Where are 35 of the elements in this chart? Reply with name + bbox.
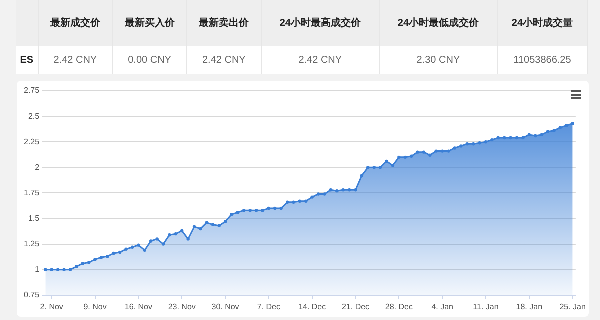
x-tick-label: 9. Nov [84,302,107,312]
category-label: ES [20,54,34,66]
y-tick-label: 2.75 [24,86,40,96]
y-tick-label: 0.75 [24,290,40,300]
y-tick-label: 2.25 [24,137,40,146]
x-tick-label: 30. Nov [212,302,240,312]
text: 2.42 CNY [202,54,246,66]
y-tick-label: 1.25 [24,240,40,249]
x-tick-label: 2. Nov [40,302,64,312]
x-tick-label: 14. Dec [298,302,326,312]
text: 2.42 CNY [298,54,342,66]
text: 0.00 CNY [128,54,172,66]
x-tick-label: 25. Jan [560,302,586,312]
x-tick-label: 28. Dec [385,302,413,312]
text: 2.42 CNY [54,54,98,66]
y-tick-label: 1 [35,265,40,274]
x-tick-label: 16. Nov [124,302,152,312]
text: 11053866.25 [514,54,572,66]
x-tick-label: 4. Jan [432,302,454,312]
x-tick-label: 18. Jan [516,302,543,312]
category-label: 24小时成交量 [497,0,588,46]
text: 2.30 CNY [416,54,460,66]
x-tick-label: 11. Jan [473,302,499,312]
category-label: 最新卖出价 [186,0,262,46]
y-tick-label: 1.5 [28,214,40,223]
x-tick-label: 7. Dec [257,302,280,312]
y-tick-label: 2.5 [28,112,40,121]
category-label: 24小时最低成交价 [379,0,498,46]
x-tick-label: 23. Nov [168,302,196,312]
category-label: 最新成交价 [38,0,113,46]
x-tick-label: 21. Dec [342,302,370,312]
y-tick-label: 1.75 [24,188,40,198]
category-label: 最新买入价 [112,0,187,46]
y-tick-label: 2 [35,162,40,172]
category-label: 24小时最高成交价 [261,0,380,46]
